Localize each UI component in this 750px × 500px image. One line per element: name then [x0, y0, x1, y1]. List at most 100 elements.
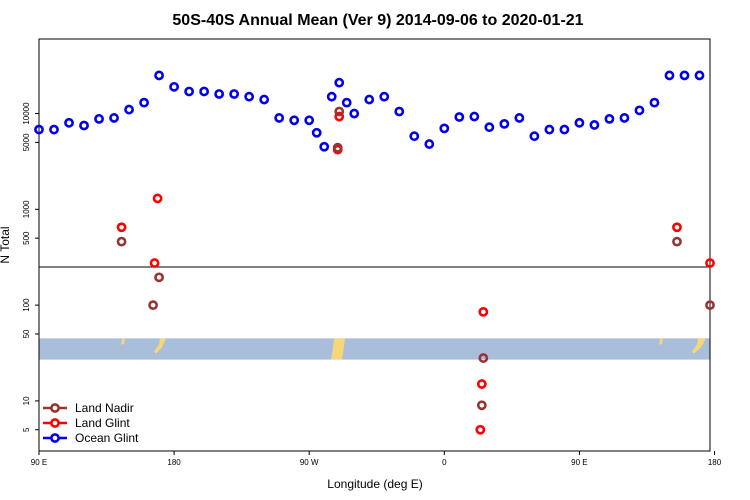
data-point: [559, 124, 570, 135]
data-point: [139, 97, 149, 108]
data-point: [274, 113, 285, 123]
x-tick-label: 90 E: [31, 458, 47, 467]
data-point: [184, 86, 195, 97]
series-land-nadir: [116, 106, 715, 411]
data-point: [214, 89, 225, 99]
data-point: [574, 117, 585, 128]
data-point: [64, 117, 74, 128]
land-shape: [154, 338, 166, 354]
data-point: [679, 70, 690, 81]
data-point: [476, 400, 487, 411]
map-ocean-band: [39, 338, 710, 360]
x-tick-label: 180: [167, 458, 181, 467]
data-point: [604, 113, 615, 124]
legend-label: Land Glint: [75, 416, 130, 430]
x-tick-label: 90 E: [571, 458, 587, 467]
y-tick-label: 500: [22, 231, 31, 245]
data-point: [439, 123, 450, 134]
land-shape: [331, 338, 345, 360]
data-point: [454, 112, 465, 122]
data-point: [475, 424, 486, 435]
y-tick-label: 10000: [22, 102, 31, 125]
data-point: [589, 120, 600, 130]
data-point: [289, 115, 300, 126]
data-point: [364, 94, 375, 105]
land-shape: [121, 338, 125, 345]
data-point: [394, 106, 405, 117]
legend-marker: [50, 418, 60, 428]
x-tick-label: 180: [708, 458, 722, 467]
legend-label: Ocean Glint: [75, 431, 139, 445]
data-point: [649, 97, 660, 108]
y-tick-label: 1000: [22, 200, 31, 218]
data-point: [199, 86, 210, 97]
data-point: [94, 113, 104, 124]
data-point: [332, 142, 343, 153]
y-tick-label: 5: [22, 427, 31, 432]
data-point: [109, 113, 119, 123]
data-point: [619, 113, 630, 123]
y-tick-label: 100: [22, 298, 31, 312]
land-shape: [659, 338, 663, 345]
x-axis-label: Longitude (deg E): [327, 477, 422, 491]
data-point: [349, 108, 360, 119]
y-axis: 5 10 50 100 500 1000 5000 10000: [22, 102, 39, 432]
data-point: [319, 141, 330, 152]
data-point: [311, 127, 322, 138]
chart-title: 50S-40S Annual Mean (Ver 9) 2014-09-06 t…: [172, 12, 583, 29]
data-point: [154, 272, 164, 283]
data-point: [694, 70, 705, 81]
data-point: [705, 300, 715, 311]
y-tick-label: 5000: [22, 133, 31, 151]
data-point: [79, 120, 89, 131]
data-points: [34, 70, 715, 435]
data-point: [341, 97, 352, 108]
data-point: [124, 104, 134, 115]
land-shape: [692, 338, 706, 354]
data-point: [379, 91, 390, 102]
data-point: [259, 94, 270, 105]
data-point: [334, 111, 345, 122]
data-point: [334, 77, 345, 88]
data-point: [169, 81, 180, 92]
data-point: [409, 131, 420, 142]
legend-marker: [50, 433, 60, 443]
data-point: [544, 124, 555, 135]
data-point: [705, 258, 715, 268]
data-point: [529, 131, 540, 142]
data-point: [34, 124, 44, 135]
data-point: [326, 91, 337, 102]
y-axis-label: N Total: [0, 226, 12, 263]
x-tick-label: 90 W: [300, 458, 319, 467]
x-axis: 90 E 180 90 W 0 90 E 180: [31, 451, 722, 467]
data-point: [116, 222, 127, 233]
data-point: [469, 111, 480, 122]
data-point: [476, 379, 487, 389]
plot-frame: [38, 38, 711, 452]
data-point: [664, 70, 675, 81]
data-point: [478, 306, 489, 317]
data-point: [499, 118, 510, 129]
data-point: [154, 70, 164, 81]
data-point: [304, 115, 315, 126]
data-point: [424, 139, 435, 149]
x-tick-label: 0: [442, 458, 447, 467]
legend-label: Land Nadir: [75, 401, 134, 415]
data-point: [149, 258, 160, 268]
data-point: [116, 236, 127, 247]
data-point: [49, 124, 59, 135]
series-ocean-glint: [34, 70, 705, 152]
data-point: [152, 193, 163, 204]
legend-marker: [50, 403, 60, 413]
data-point: [484, 122, 495, 133]
data-point: [672, 236, 682, 247]
y-tick-label: 10: [22, 396, 31, 405]
data-point: [514, 113, 525, 123]
data-point: [478, 353, 489, 363]
series-land-glint: [116, 111, 715, 435]
map-land-band: [121, 338, 706, 360]
data-point: [634, 105, 645, 116]
data-point: [672, 222, 682, 233]
